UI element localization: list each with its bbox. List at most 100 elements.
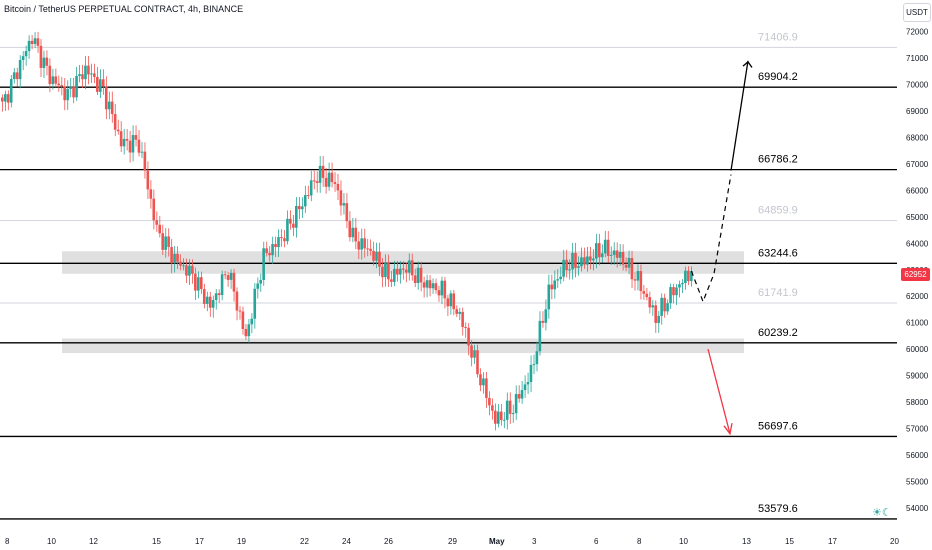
- candle-body: [384, 263, 387, 278]
- x-tick-label: 8: [637, 537, 642, 546]
- candle-body: [401, 268, 405, 270]
- candle-body: [675, 287, 678, 296]
- y-tick-label: 58000: [906, 398, 929, 407]
- candle-body: [520, 390, 524, 399]
- candle-body: [81, 74, 84, 80]
- candle-body: [217, 293, 221, 296]
- candle-body: [155, 220, 159, 225]
- candle-body: [15, 72, 19, 80]
- candle-body: [449, 293, 453, 307]
- y-tick-label: 68000: [906, 134, 929, 143]
- candle-body: [479, 374, 482, 386]
- x-tick-label: 19: [237, 537, 246, 546]
- candle-body: [208, 296, 212, 308]
- candle-body: [42, 57, 46, 68]
- candle-body: [381, 266, 384, 278]
- candle-body: [348, 221, 352, 238]
- y-tick-label: 71000: [906, 54, 929, 63]
- candle-body: [232, 272, 236, 292]
- y-tick-label: 62000: [906, 292, 929, 301]
- candle-body: [286, 218, 289, 242]
- candle-body: [416, 267, 420, 284]
- candle-body: [574, 252, 577, 268]
- candle-body: [226, 275, 230, 280]
- candle-body: [541, 320, 545, 323]
- candle-body: [318, 165, 322, 183]
- candle-body: [443, 280, 447, 299]
- candle-body: [164, 236, 167, 250]
- candle-body: [458, 311, 461, 314]
- candle-body: [446, 298, 450, 307]
- candle-body: [517, 394, 521, 399]
- candle-body: [594, 243, 598, 259]
- candle-body: [666, 303, 669, 312]
- candle-body: [681, 283, 684, 285]
- y-tick-label: 70000: [906, 81, 929, 90]
- candle-body: [375, 251, 378, 261]
- y-tick-label: 64000: [906, 239, 929, 248]
- candle-body: [592, 258, 595, 261]
- candle-body: [179, 261, 182, 266]
- candle-body: [167, 236, 170, 248]
- candle-body: [306, 195, 310, 197]
- candle-body: [464, 326, 467, 328]
- candle-body: [387, 263, 390, 280]
- symbol-title: Bitcoin / TetherUS PERPETUAL CONTRACT, 4…: [4, 4, 244, 14]
- candle-body: [648, 297, 652, 308]
- candle-body: [428, 280, 432, 289]
- time-axis[interactable]: 8 10 12 15 17 19 22 24 26 29 May 3 6 8 10 13 15 17 20: [5, 537, 899, 546]
- candle-body: [398, 268, 402, 275]
- candle-body: [84, 65, 87, 80]
- candle-body: [48, 65, 52, 85]
- candle-body: [366, 248, 369, 250]
- candle-body: [690, 271, 693, 282]
- candle-body: [1, 97, 4, 102]
- candle-body: [476, 350, 479, 375]
- candle-body: [488, 397, 491, 406]
- x-tick-label: 10: [47, 537, 56, 546]
- candle-body: [684, 270, 687, 284]
- y-tick-label: 60000: [906, 345, 929, 354]
- currency-button[interactable]: USDT: [903, 3, 931, 22]
- candle-body: [550, 284, 554, 290]
- candle-body: [185, 265, 188, 276]
- candle-body: [544, 309, 548, 323]
- candle-body: [235, 291, 239, 311]
- candle-body: [60, 85, 63, 87]
- candle-body: [565, 259, 568, 271]
- sun-moon-icon[interactable]: ☀☾: [872, 507, 892, 519]
- candle-body: [556, 279, 559, 281]
- candle-body: [188, 265, 191, 276]
- projection-arrow-down: [707, 348, 731, 434]
- candle-body: [277, 237, 280, 248]
- candle-body: [223, 274, 227, 276]
- candle-body: [107, 101, 111, 110]
- x-tick-label: 20: [890, 537, 899, 546]
- candle-body: [437, 290, 441, 296]
- x-tick-label: 10: [679, 537, 688, 546]
- candle-body: [220, 274, 224, 296]
- candle-body: [75, 76, 78, 98]
- level-label: 53579.6: [758, 503, 798, 515]
- x-tick-label: 15: [152, 537, 161, 546]
- x-tick-label: May: [489, 537, 505, 546]
- horizontal-levels: 71406.9 69904.2 66786.2 64859.9 63244.6 61741…: [0, 31, 897, 520]
- level-label: 69904.2: [758, 71, 798, 83]
- candle-body: [494, 410, 497, 424]
- candle-body: [470, 345, 473, 358]
- candle-body: [69, 86, 72, 89]
- candle-body: [9, 79, 13, 103]
- level-label: 61741.9: [758, 287, 798, 299]
- candle-body: [295, 205, 298, 228]
- candle-body: [134, 135, 138, 140]
- candle-body: [642, 291, 646, 294]
- candle-body: [434, 283, 438, 291]
- candle-body: [238, 310, 242, 312]
- candle-body: [101, 79, 105, 87]
- candle-body: [342, 203, 346, 206]
- candle-body: [589, 256, 592, 261]
- candle-body: [253, 288, 257, 319]
- candle-body: [562, 259, 565, 277]
- candle-body: [660, 297, 663, 316]
